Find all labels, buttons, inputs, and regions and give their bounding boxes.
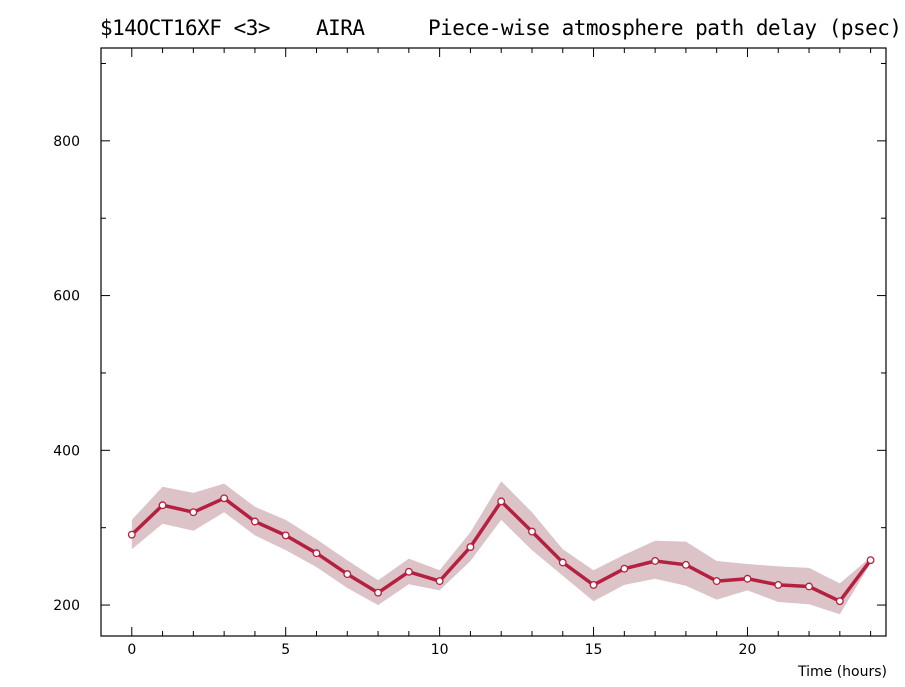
x-axis-label: Time (hours) [798,664,887,680]
data-point [774,580,783,589]
data-point [189,508,198,517]
uncertainty-band [131,481,871,615]
data-point [404,567,413,576]
y-tick-label: 600 [53,289,80,305]
station-label: AIRA [316,16,365,40]
data-point [250,517,259,526]
data-point [805,582,813,591]
data-point [528,527,536,536]
data-point [651,557,660,565]
data-point [866,556,875,565]
data-point [281,531,290,540]
plot-title: Piece-wise atmosphere path delay (psec) [428,16,902,40]
data-point [497,497,506,506]
data-point [127,530,136,539]
data-point [835,597,844,606]
data-point [374,588,383,597]
data-point [558,558,567,567]
x-tick-label: 0 [127,642,136,658]
data-point [620,564,629,573]
data-point [712,577,721,586]
data-point [343,570,352,579]
x-tick-label: 5 [281,642,290,658]
data-point [466,543,475,551]
data-point [220,494,229,503]
y-tick-label: 800 [53,134,80,150]
x-tick-label: 15 [585,642,603,658]
x-tick-label: 20 [739,642,757,658]
data-point [312,549,321,558]
data-point [435,577,444,586]
y-tick-label: 200 [53,598,80,614]
data-point [743,574,752,583]
plot-frame [100,47,887,637]
data-point [589,580,598,589]
experiment-label: $14OCT16XF <3> [100,16,271,40]
data-point [681,560,690,569]
x-tick-label: 10 [431,642,449,658]
data-point [158,501,167,510]
y-tick-label: 400 [53,443,80,459]
